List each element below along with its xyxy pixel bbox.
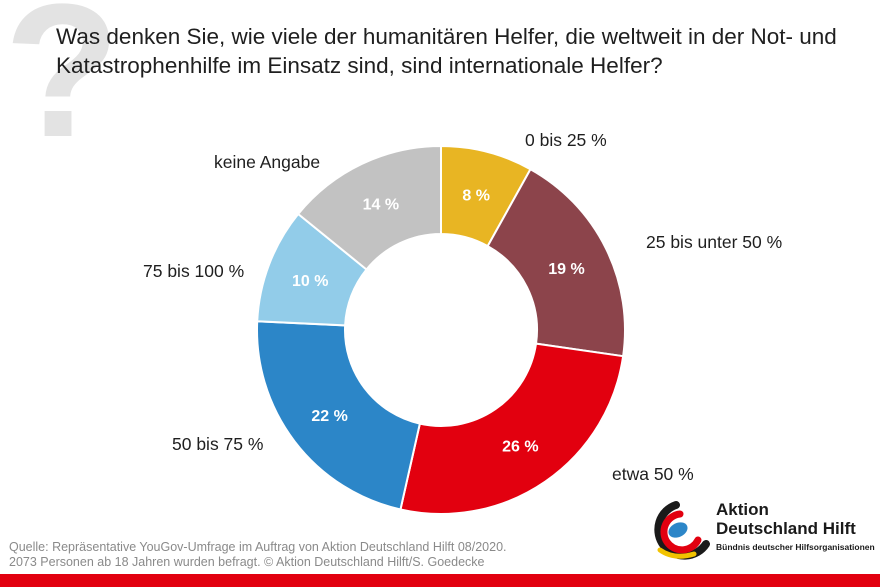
source-line-2: 2073 Personen ab 18 Jahren wurden befrag… — [9, 555, 485, 569]
slice-value-label: 19 % — [548, 261, 584, 278]
logo-subtitle: Bündnis deutscher Hilfsorganisationen — [716, 542, 875, 552]
logo-name-line-1: Aktion — [716, 500, 769, 519]
slice-value-label: 26 % — [502, 438, 538, 455]
logo-name: Aktion Deutschland Hilft — [716, 500, 856, 538]
source-note: Quelle: Repräsentative YouGov-Umfrage im… — [9, 540, 507, 570]
category-label: 50 bis 75 % — [172, 434, 263, 454]
logo-name-line-2: Deutschland Hilft — [716, 519, 856, 538]
category-label: etwa 50 % — [612, 464, 694, 484]
source-line-1: Quelle: Repräsentative YouGov-Umfrage im… — [9, 540, 507, 554]
pie-slice — [399, 342, 625, 515]
slice-value-label: 14 % — [363, 197, 399, 214]
logo-emblem-icon — [654, 501, 710, 560]
logo: Aktion Deutschland Hilft Bündnis deutsch… — [650, 500, 875, 562]
category-label: 0 bis 25 % — [525, 130, 607, 150]
pie-slice — [486, 167, 626, 358]
chart-title: Was denken Sie, wie viele der humanitäre… — [56, 24, 837, 78]
pie-slice — [296, 144, 442, 271]
pie-slice — [256, 320, 422, 511]
category-label: 75 bis 100 % — [143, 261, 244, 281]
slice-value-label: 10 % — [292, 273, 328, 290]
slice-value-label: 22 % — [311, 408, 347, 425]
footer-bar — [0, 574, 880, 587]
category-label: 25 bis unter 50 % — [646, 232, 782, 252]
category-label: keine Angabe — [214, 152, 320, 172]
slice-value-label: 8 % — [462, 187, 490, 204]
question-mark-icon: ? — [4, 0, 121, 177]
